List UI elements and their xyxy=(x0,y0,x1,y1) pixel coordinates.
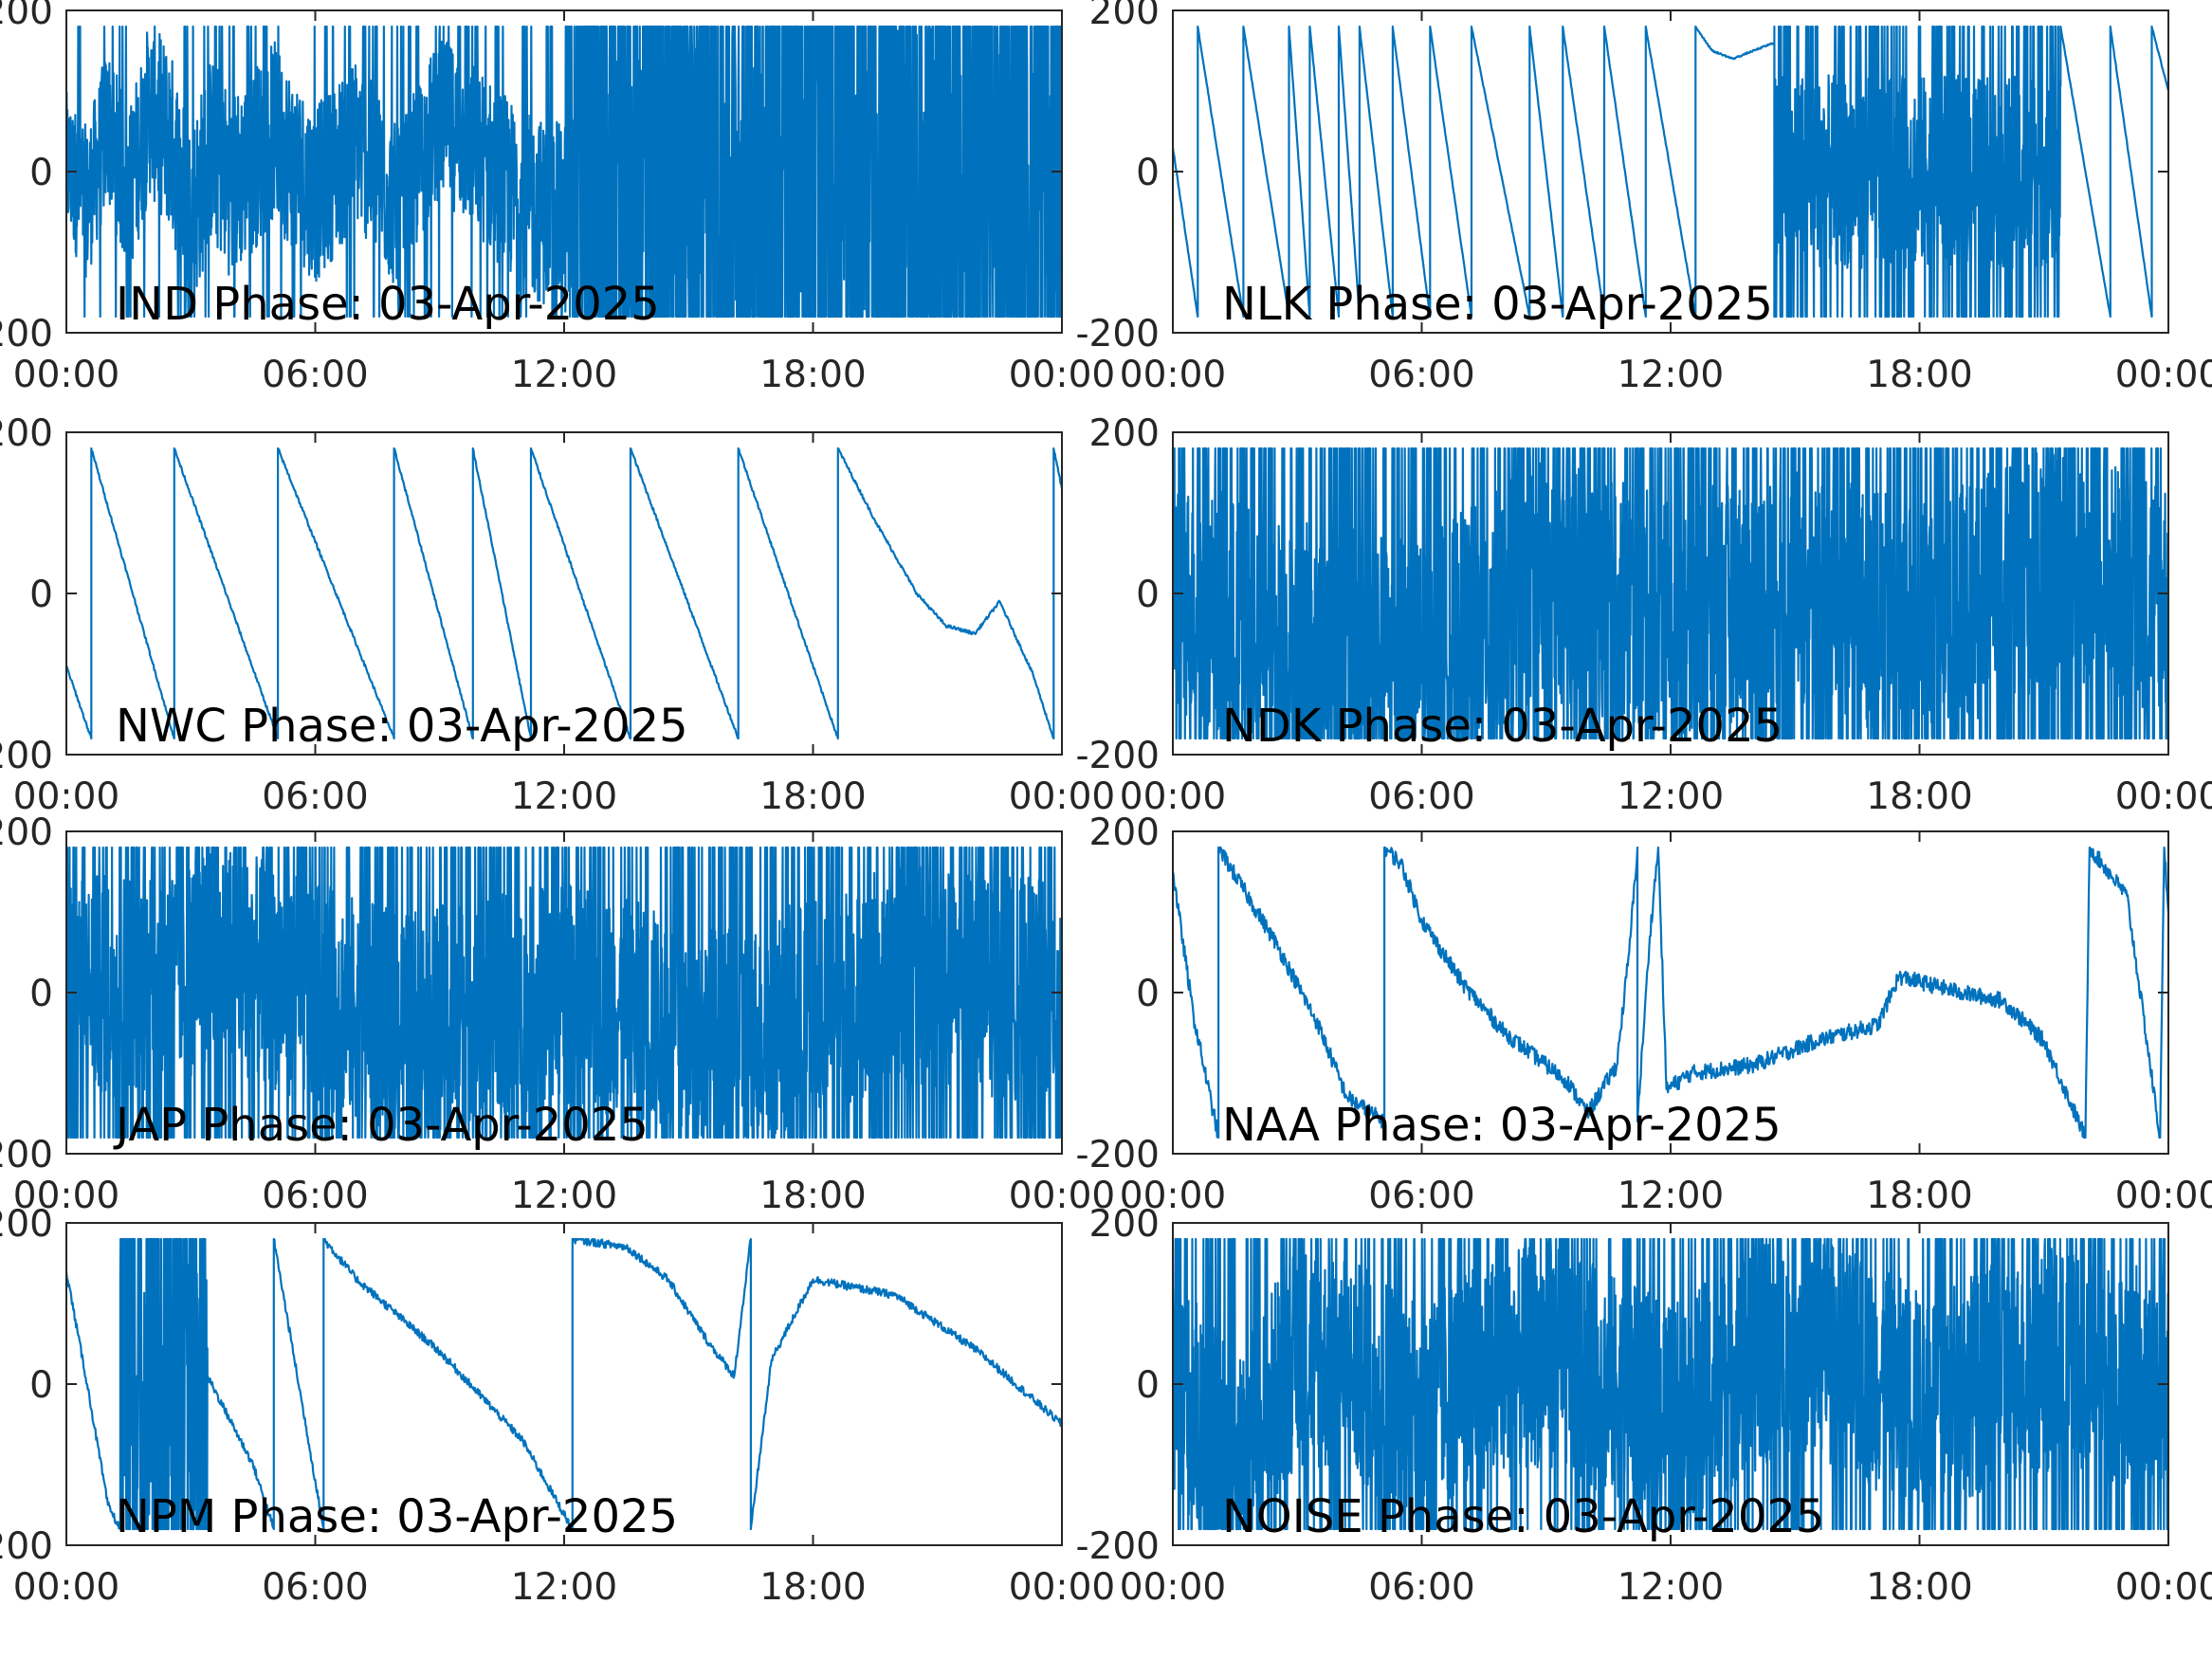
x-tick-label: 00:00 xyxy=(13,1566,119,1609)
x-tick-label: 18:00 xyxy=(759,775,866,818)
x-tick-label: 12:00 xyxy=(1618,775,1724,818)
y-tick-label: -200 xyxy=(1075,313,1160,356)
y-tick-label: -200 xyxy=(0,1134,53,1176)
y-tick-label: 200 xyxy=(0,1203,53,1246)
x-tick-label: 06:00 xyxy=(1368,354,1474,396)
x-tick-label: 18:00 xyxy=(759,1175,866,1217)
x-tick-label: 18:00 xyxy=(1866,1566,1972,1609)
y-tick-label: 200 xyxy=(0,0,53,33)
y-tick-label: 200 xyxy=(1089,811,1160,854)
x-tick-label: 00:00 xyxy=(2115,1175,2212,1217)
y-tick-label: -200 xyxy=(0,1525,53,1568)
x-tick-label: 06:00 xyxy=(262,1566,368,1609)
x-tick-label: 00:00 xyxy=(2115,775,2212,818)
y-tick-label: 200 xyxy=(1089,1203,1160,1246)
y-tick-label: -200 xyxy=(0,735,53,777)
y-tick-label: 200 xyxy=(0,811,53,854)
y-tick-label: 0 xyxy=(29,1364,53,1407)
x-tick-label: 06:00 xyxy=(1368,775,1474,818)
x-tick-label: 00:00 xyxy=(1009,1175,1115,1217)
y-tick-label: -200 xyxy=(1075,735,1160,777)
x-tick-label: 18:00 xyxy=(759,1566,866,1609)
x-tick-label: 18:00 xyxy=(1866,1175,1972,1217)
x-tick-label: 00:00 xyxy=(1120,775,1226,818)
y-tick-label: 200 xyxy=(1089,0,1160,33)
x-tick-label: 06:00 xyxy=(262,354,368,396)
x-tick-label: 18:00 xyxy=(759,354,866,396)
y-tick-label: 0 xyxy=(29,574,53,616)
series-line-nwc xyxy=(65,447,1064,740)
y-tick-label: 200 xyxy=(0,412,53,455)
y-tick-label: 0 xyxy=(29,973,53,1015)
x-tick-label: 00:00 xyxy=(1120,354,1226,396)
y-tick-label: 0 xyxy=(1136,1364,1160,1407)
x-tick-label: 12:00 xyxy=(511,1175,617,1217)
panel-title: NDK Phase: 03-Apr-2025 xyxy=(1222,700,1782,753)
y-tick-label: 0 xyxy=(1136,574,1160,616)
x-tick-label: 12:00 xyxy=(1618,1175,1724,1217)
x-tick-label: 00:00 xyxy=(2115,1566,2212,1609)
x-tick-label: 12:00 xyxy=(511,354,617,396)
y-tick-label: 0 xyxy=(1136,152,1160,194)
y-tick-label: 0 xyxy=(29,152,53,194)
x-tick-label: 00:00 xyxy=(1009,775,1115,818)
x-tick-label: 12:00 xyxy=(511,775,617,818)
x-tick-label: 06:00 xyxy=(262,775,368,818)
x-tick-label: 06:00 xyxy=(1368,1175,1474,1217)
panel-title: NPM Phase: 03-Apr-2025 xyxy=(116,1490,678,1543)
series-line-nlk xyxy=(1171,25,2170,319)
x-tick-label: 00:00 xyxy=(1009,1566,1115,1609)
y-tick-label: -200 xyxy=(1075,1134,1160,1176)
x-tick-label: 00:00 xyxy=(1120,1175,1226,1217)
panel-title: JAP Phase: 03-Apr-2025 xyxy=(113,1099,649,1152)
x-tick-label: 00:00 xyxy=(13,1175,119,1217)
y-tick-label: 0 xyxy=(1136,973,1160,1015)
panel-title: NWC Phase: 03-Apr-2025 xyxy=(116,700,688,753)
x-tick-label: 06:00 xyxy=(1368,1566,1474,1609)
x-tick-label: 18:00 xyxy=(1866,354,1972,396)
x-tick-label: 12:00 xyxy=(1618,1566,1724,1609)
x-tick-label: 00:00 xyxy=(13,775,119,818)
series-line-naa xyxy=(1171,846,2170,1139)
series-line-jap xyxy=(64,846,1063,1139)
panel-title: NOISE Phase: 03-Apr-2025 xyxy=(1222,1490,1824,1543)
series-line-npm xyxy=(64,1237,1064,1531)
x-tick-label: 00:00 xyxy=(13,354,119,396)
y-tick-label: -200 xyxy=(0,313,53,356)
panel-title: NLK Phase: 03-Apr-2025 xyxy=(1222,278,1773,331)
x-tick-label: 12:00 xyxy=(511,1566,617,1609)
series-line-ind xyxy=(64,25,1064,319)
x-tick-label: 00:00 xyxy=(1009,354,1115,396)
panel-title: NAA Phase: 03-Apr-2025 xyxy=(1222,1099,1782,1152)
panel-title: IND Phase: 03-Apr-2025 xyxy=(116,278,660,331)
x-tick-label: 00:00 xyxy=(1120,1566,1226,1609)
y-tick-label: -200 xyxy=(1075,1525,1160,1568)
x-tick-label: 06:00 xyxy=(262,1175,368,1217)
x-tick-label: 00:00 xyxy=(2115,354,2212,396)
series-line-noise xyxy=(1171,1237,2170,1531)
y-tick-label: 200 xyxy=(1089,412,1160,455)
series-line-ndk xyxy=(1171,447,2170,740)
x-tick-label: 12:00 xyxy=(1618,354,1724,396)
x-tick-label: 18:00 xyxy=(1866,775,1972,818)
